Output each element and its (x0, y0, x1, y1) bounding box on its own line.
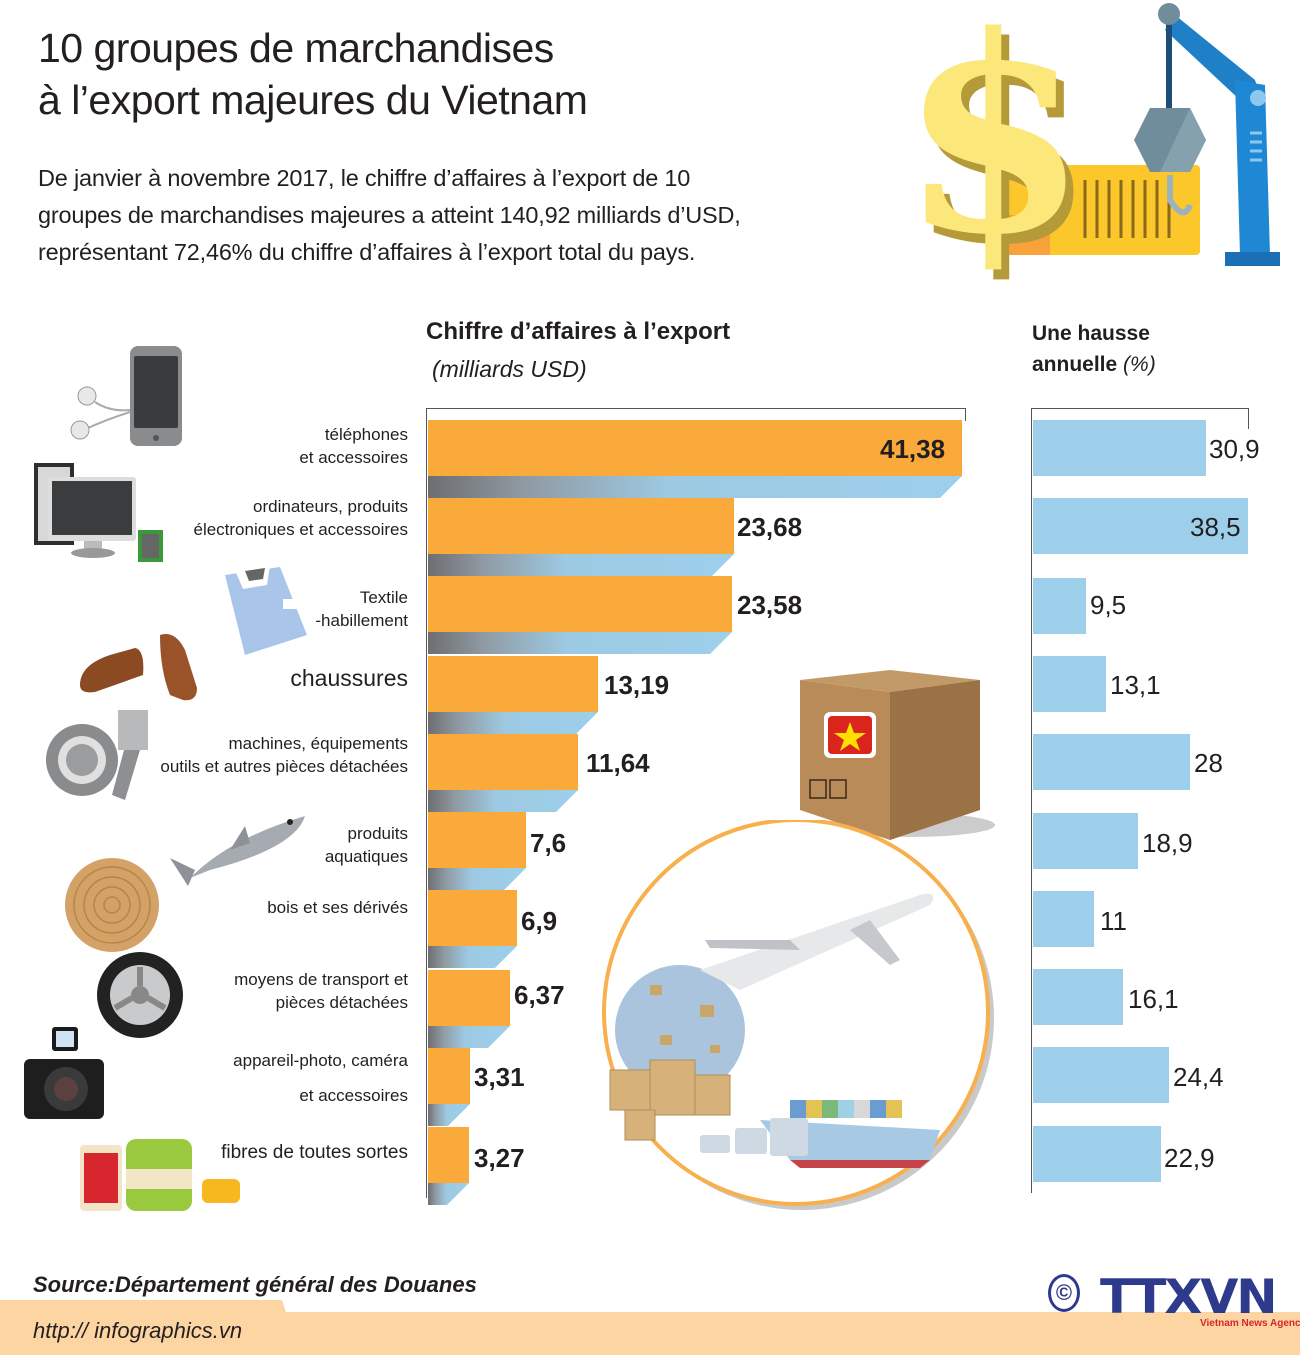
row-label: bois et ses dérivés (267, 898, 408, 917)
growth-value: 9,5 (1090, 590, 1127, 620)
revenue-value: 11,64 (586, 748, 650, 778)
shirt-icon (225, 565, 307, 655)
revenue-bar (428, 656, 598, 712)
revenue-axis (426, 408, 966, 1198)
revenue-value: 13,19 (604, 670, 670, 700)
revenue-bar (428, 1048, 470, 1104)
revenue-bar (428, 970, 510, 1026)
growth-bar (1033, 734, 1190, 790)
footer-url-tab (0, 1300, 300, 1355)
website-link[interactable]: http:// infographics.vn (33, 1318, 243, 1343)
revenue-chart-title: Chiffre d’affaires à l’export (426, 318, 731, 345)
shipping-box-vietnam-flag-icon (800, 670, 995, 840)
row-label: moyens de transport et pièces détachées (234, 970, 408, 1012)
growth-value: 38,5 (1190, 512, 1241, 542)
bar-shadow (428, 868, 526, 890)
growth-bar (1033, 578, 1086, 634)
growth-bar (1033, 656, 1106, 712)
growth-axis (1031, 408, 1249, 1193)
growth-value: 30,9 (1209, 434, 1260, 464)
growth-bar (1033, 891, 1094, 947)
fish-icon (170, 816, 305, 886)
page-title: 10 groupes de marchandises à l’export ma… (38, 22, 588, 126)
row-label: téléphones et accessoires (299, 425, 408, 467)
logo-text: TTXVN (1100, 1270, 1278, 1325)
bar-shadow (428, 946, 517, 968)
revenue-bar (428, 576, 732, 632)
growth-title-line-2: annuelle (1032, 353, 1118, 376)
svg-text:$: $ (900, 0, 1088, 280)
intro-line-2: groupes de marchandises majeures a attei… (38, 202, 741, 228)
revenue-bar (428, 890, 517, 946)
bar-shadow (428, 632, 732, 654)
row-label: machines, équipements outils et autres pi… (160, 734, 408, 776)
row-label: chaussures (290, 665, 408, 691)
title-line-2: à l’export majeures du Vietnam (38, 77, 588, 123)
intro-line-3: représentant 72,46% du chiffre d’affaire… (38, 239, 696, 265)
revenue-value: 23,68 (737, 512, 803, 542)
revenue-bar (428, 734, 578, 790)
growth-value: 13,1 (1110, 670, 1161, 700)
growth-bar (1033, 813, 1138, 869)
growth-bar (1033, 1126, 1161, 1182)
row-label: produits aquatiques (324, 824, 408, 866)
copyright-icon: © (1048, 1274, 1080, 1312)
growth-value: 28 (1194, 748, 1223, 778)
logistics-globe-plane-ship-icon (602, 820, 994, 1210)
growth-bar (1033, 969, 1123, 1025)
revenue-bar (428, 498, 734, 554)
bar-shadow (428, 1026, 510, 1048)
gear-piston-icon (46, 710, 148, 800)
bar-shadow (428, 790, 578, 812)
growth-value: 11 (1100, 906, 1127, 936)
camera-icon (24, 1027, 104, 1119)
intro-paragraph: De janvier à novembre 2017, le chiffre d… (38, 160, 898, 271)
growth-bar (1033, 420, 1206, 476)
growth-chart-title: Une hausse annuelle (%) (1032, 318, 1156, 380)
bar-shadow (428, 554, 734, 576)
bar-shadow (428, 712, 598, 734)
shoes-icon (80, 634, 197, 701)
logo-tagline: Vietnam News Agency (1200, 1318, 1300, 1329)
row-label: Textile -habillement (315, 588, 408, 630)
growth-value: 18,9 (1142, 828, 1193, 858)
wood-log-icon (65, 858, 159, 952)
dollar-crane-container-icon: $ $ (900, 0, 1280, 280)
revenue-value: 41,38 (880, 434, 946, 464)
smartphone-earphones-icon (70, 346, 182, 446)
growth-value: 16,1 (1128, 984, 1179, 1014)
revenue-value: 23,58 (737, 590, 803, 620)
revenue-value: 6,37 (514, 980, 565, 1010)
title-line-1: 10 groupes de marchandises (38, 25, 554, 71)
growth-title-line-1: Une hausse (1032, 322, 1150, 345)
bar-shadow (428, 476, 962, 498)
growth-chart-unit: (%) (1123, 353, 1156, 376)
revenue-bar (428, 812, 526, 868)
revenue-bar (428, 420, 962, 476)
growth-value: 24,4 (1173, 1062, 1224, 1092)
growth-bar (1033, 498, 1248, 554)
intro-line-1: De janvier à novembre 2017, le chiffre d… (38, 165, 691, 191)
row-label: fibres de toutes sortes (221, 1142, 408, 1163)
revenue-value: 7,6 (530, 828, 567, 858)
tire-icon (97, 952, 183, 1038)
source-text: Source:Département général des Douanes (33, 1272, 477, 1297)
revenue-bar (428, 1127, 469, 1183)
svg-text:$: $ (908, 0, 1096, 280)
revenue-value: 3,31 (474, 1062, 525, 1092)
row-label: ordinateurs, produits électroniques et ac… (193, 497, 408, 539)
thread-spools-icon (80, 1139, 240, 1211)
growth-value: 22,9 (1164, 1143, 1215, 1173)
growth-bar (1033, 1047, 1169, 1103)
revenue-chart-unit: (milliards USD) (432, 356, 587, 382)
row-label: appareil-photo, caméra et accessoires (233, 1051, 408, 1105)
computer-chip-icon (34, 463, 163, 562)
revenue-value: 3,27 (474, 1143, 525, 1173)
revenue-value: 6,9 (521, 906, 558, 936)
